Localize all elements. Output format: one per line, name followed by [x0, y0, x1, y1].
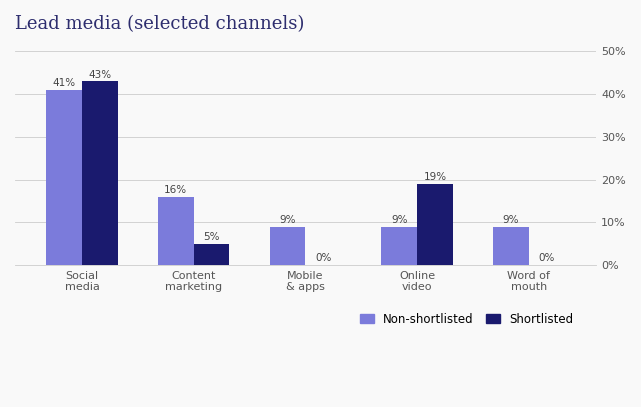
- Bar: [194, 244, 229, 265]
- Bar: [46, 90, 82, 265]
- Legend: Non-shortlisted, Shortlisted: Non-shortlisted, Shortlisted: [355, 308, 578, 330]
- Text: 19%: 19%: [423, 172, 446, 182]
- Bar: [158, 197, 194, 265]
- Text: 5%: 5%: [203, 232, 220, 242]
- Bar: [82, 81, 118, 265]
- Text: Lead media (selected channels): Lead media (selected channels): [15, 15, 304, 33]
- Bar: [270, 227, 305, 265]
- Text: 9%: 9%: [391, 215, 408, 225]
- Text: 16%: 16%: [164, 185, 187, 195]
- Bar: [493, 227, 529, 265]
- Bar: [381, 227, 417, 265]
- Text: 9%: 9%: [503, 215, 519, 225]
- Text: 43%: 43%: [88, 70, 112, 80]
- Text: 0%: 0%: [315, 253, 331, 263]
- Text: 9%: 9%: [279, 215, 296, 225]
- Text: 0%: 0%: [538, 253, 554, 263]
- Bar: [417, 184, 453, 265]
- Text: 41%: 41%: [53, 78, 76, 88]
